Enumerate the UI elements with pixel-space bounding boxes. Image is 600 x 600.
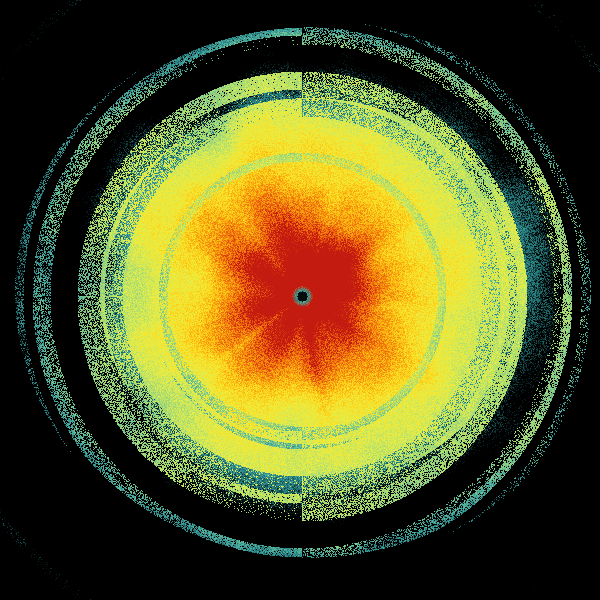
image-viewport: X-ray point source with extended dust sc…	[0, 0, 600, 600]
xray-halo-image	[0, 0, 600, 600]
